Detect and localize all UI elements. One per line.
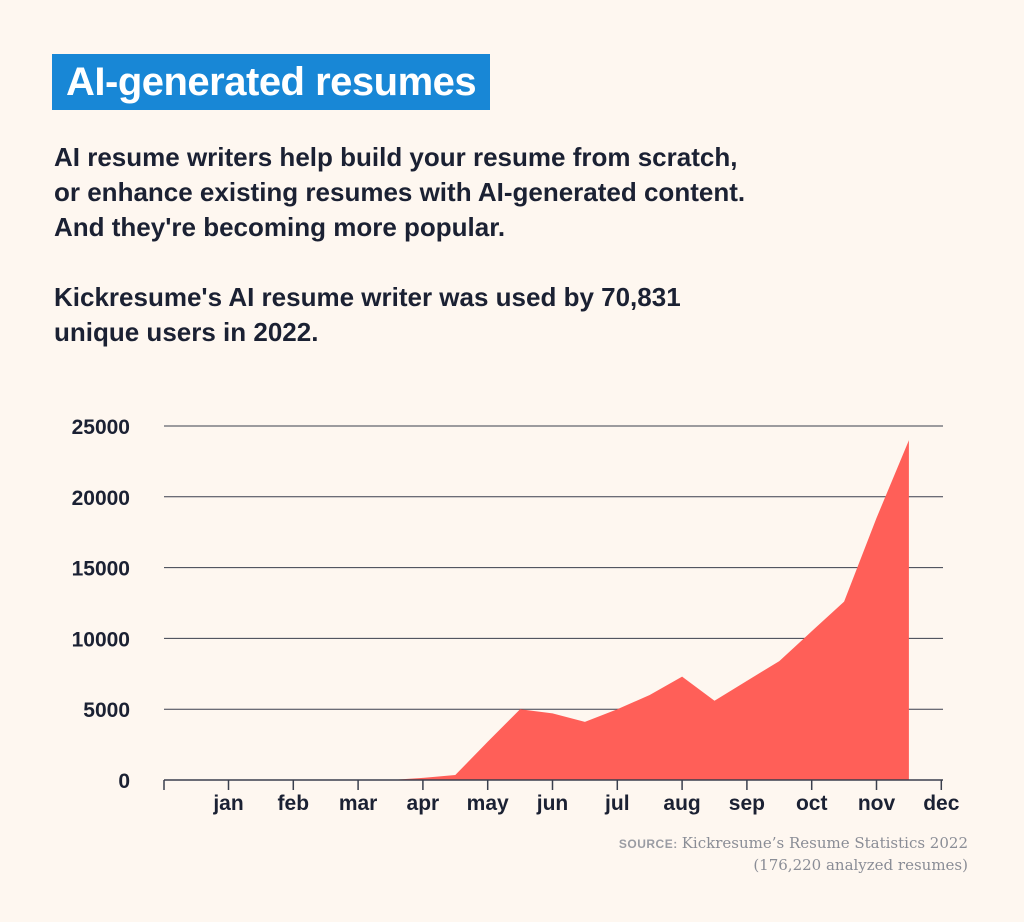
y-tick-label: 15000 [72,558,130,581]
x-tick-label: dec [923,792,960,815]
source-label: SOURCE: [618,837,678,851]
source-note: SOURCE: Kickresume’s Resume Statistics 20… [619,833,968,876]
x-tick-label: jan [212,792,243,815]
y-tick-label: 10000 [72,628,130,651]
intro-line: or enhance existing resumes with AI-gene… [54,177,746,207]
area-chart: 0 5000 10000 15000 20000 25000 jan feb mar apr may… [72,416,960,815]
page-title: AI-generated resumes [52,54,491,110]
x-tick-label: oct [796,792,828,815]
y-tick-label: 20000 [72,487,130,510]
y-tick-label: 5000 [83,699,130,722]
x-tick-label: jun [536,792,569,815]
source-detail: (176,220 analyzed resumes) [753,856,968,874]
x-tick-label: mar [339,792,378,815]
intro-text: AI resume writers help build your resume… [54,140,974,350]
x-tick-label: nov [858,792,896,815]
source-title: Kickresume’s Resume Statistics 2022 [681,834,968,852]
x-tick-label: apr [407,792,440,815]
stat-line: unique users in 2022. [54,317,319,347]
x-tick-label: feb [278,792,310,815]
intro-line: And they're becoming more popular. [54,212,506,242]
x-tick-label: aug [663,792,700,815]
area-series [260,440,909,780]
x-tick-label: may [467,792,509,815]
y-tick-label: 0 [118,770,130,793]
y-tick-label: 25000 [72,416,130,439]
x-tick-label: jul [604,792,630,815]
x-tick-label: sep [729,792,765,815]
page-title-text: AI-generated resumes [66,59,477,104]
intro-line: AI resume writers help build your resume… [54,142,738,172]
stat-line: Kickresume's AI resume writer was used b… [54,282,681,312]
